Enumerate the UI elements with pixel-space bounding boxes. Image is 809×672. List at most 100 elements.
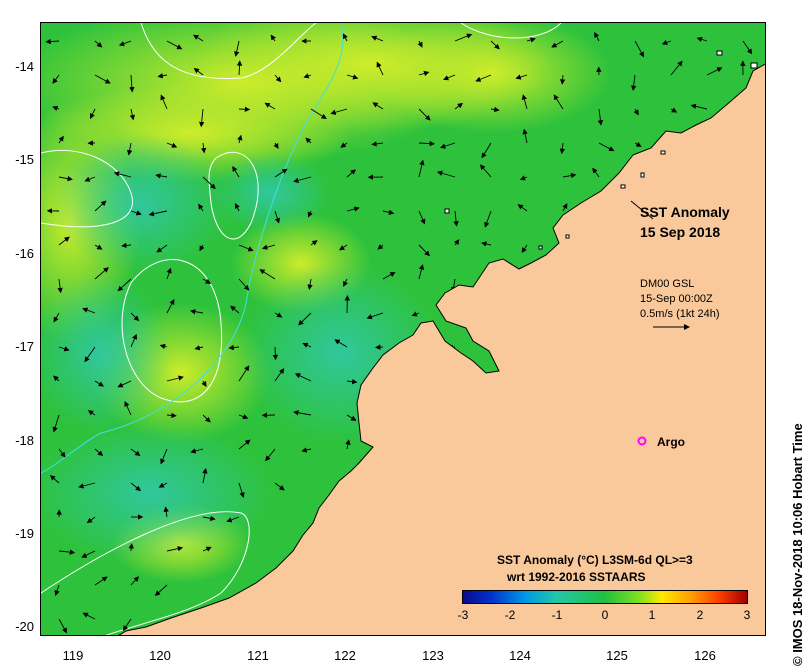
current-legend-scale: 0.5m/s (1kt 24h) (640, 308, 720, 320)
current-vector (94, 40, 103, 48)
current-vector (490, 106, 500, 113)
current-vector (194, 345, 204, 351)
current-vector (439, 142, 456, 149)
current-vector (113, 171, 132, 178)
current-vector (453, 239, 460, 246)
current-vector (303, 73, 312, 79)
current-vector (128, 543, 134, 552)
current-vector (226, 516, 240, 523)
model-contours (41, 23, 562, 635)
current-vector (453, 210, 459, 227)
current-vector (81, 550, 96, 558)
current-vector (57, 278, 63, 294)
current-vector (78, 482, 96, 489)
current-vector (346, 206, 360, 212)
lon-tick: 124 (509, 648, 531, 663)
current-vector (190, 448, 204, 454)
current-vector (634, 40, 645, 58)
lon-tick: 126 (694, 648, 716, 663)
current-vector (94, 74, 111, 84)
lon-tick: 125 (606, 648, 628, 663)
current-vector (130, 312, 140, 322)
current-vector (160, 94, 168, 110)
lat-tick: -15 (15, 152, 34, 167)
current-vector (670, 107, 678, 113)
current-vector (52, 105, 60, 111)
current-vector (371, 141, 384, 147)
current-vector (270, 34, 276, 42)
current-vector (371, 35, 384, 42)
current-vector (559, 74, 566, 85)
colorbar-tick: 3 (743, 608, 751, 622)
current-vector (156, 244, 168, 253)
land-mass (118, 63, 765, 635)
current-vector (597, 108, 604, 126)
current-vector (302, 342, 312, 348)
argo-float-marker[interactable] (637, 436, 647, 446)
current-vector (372, 102, 384, 110)
current-vector (696, 36, 708, 42)
current-vector (238, 365, 250, 382)
current-vector (58, 175, 73, 182)
current-vector (274, 368, 285, 382)
current-vector (259, 269, 276, 280)
current-vector (84, 176, 96, 182)
current-vector (274, 210, 280, 224)
current-vector (418, 108, 431, 121)
lon-tick: 120 (149, 648, 171, 663)
current-vector (198, 203, 204, 212)
current-vector (661, 39, 672, 45)
current-vector (130, 210, 142, 216)
current-vector (94, 576, 108, 586)
current-vector (238, 244, 254, 252)
lon-tick: 122 (334, 648, 356, 663)
current-vector (310, 108, 327, 119)
current-vector (418, 264, 425, 280)
current-vector (294, 373, 312, 382)
current-vector (163, 506, 169, 518)
current-vector (84, 346, 96, 363)
current-vector (238, 439, 251, 450)
colorbar (462, 590, 748, 604)
current-legend-source: DM00 GSL (640, 278, 695, 290)
current-vector (382, 209, 395, 215)
current-vector (418, 244, 430, 257)
current-vector (521, 94, 528, 110)
current-vector (594, 31, 600, 42)
current-vector (418, 210, 426, 225)
current-vector (202, 414, 211, 423)
current-vector (298, 312, 312, 326)
current-vector (301, 447, 312, 453)
current-vector (481, 241, 492, 247)
current-vector (129, 108, 135, 121)
argo-label: Argo (657, 435, 685, 449)
current-vector (515, 74, 528, 80)
current-vector (418, 140, 435, 147)
map-title-date: 15 Sep 2018 (640, 224, 721, 240)
current-vector (366, 312, 384, 320)
sst-map[interactable] (40, 22, 766, 636)
current-vector (559, 142, 566, 155)
current-vector (345, 439, 351, 450)
current-vector (87, 410, 96, 416)
current-vector (562, 203, 568, 212)
current-vector (129, 74, 135, 93)
current-vector (166, 546, 184, 552)
current-vector (166, 267, 172, 280)
current-vector (94, 200, 107, 212)
current-vector (551, 40, 564, 48)
current-vector (411, 311, 420, 317)
lat-tick: -18 (15, 433, 34, 448)
current-vector (49, 475, 60, 484)
colorbar-subtitle: wrt 1992-2016 SSTAARS (507, 570, 646, 584)
current-vector (706, 67, 723, 76)
current-vector (274, 312, 283, 318)
current-vector (346, 378, 358, 385)
current-vector (454, 102, 464, 110)
current-vector (237, 134, 243, 144)
current-vector (230, 305, 240, 314)
current-vector (307, 278, 313, 290)
current-vector (166, 412, 177, 419)
current-vector (274, 74, 282, 83)
current-vector (166, 142, 178, 148)
